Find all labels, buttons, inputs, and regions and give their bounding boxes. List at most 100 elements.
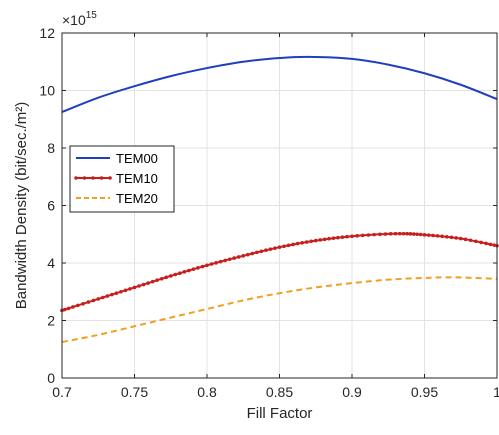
x-tick-label: 0.85 — [266, 384, 293, 400]
series-marker-tem10 — [468, 238, 473, 243]
series-marker-tem10 — [327, 236, 331, 241]
series-marker-tem10 — [132, 285, 137, 290]
series-marker-tem10 — [366, 233, 371, 237]
series-marker-tem10 — [236, 255, 241, 259]
series-marker-tem10 — [114, 291, 119, 295]
series-marker-tem10 — [137, 284, 141, 288]
series-marker-tem10 — [205, 263, 209, 268]
series-marker-tem10 — [454, 236, 458, 240]
series-line-tem20 — [61, 276, 498, 344]
x-tick-label: 0.9 — [342, 384, 362, 400]
series-marker-tem10 — [119, 289, 123, 294]
series-layer — [60, 55, 499, 344]
series-line-tem00 — [61, 55, 498, 113]
series-marker-tem10 — [110, 292, 114, 297]
series-marker-tem10 — [141, 282, 146, 287]
series-marker-tem10 — [214, 261, 218, 265]
series-marker-tem10 — [474, 239, 478, 244]
series-marker-tem10 — [105, 294, 110, 298]
series-marker-tem10 — [340, 235, 345, 239]
series-marker-tem10 — [182, 270, 187, 274]
legend-marker — [99, 176, 104, 180]
y-exponent-base: ×10 — [62, 12, 86, 28]
x-axis-ticks: 0.7 0.75 0.8 0.85 0.9 0.95 1 — [52, 33, 499, 400]
series-marker-tem10 — [264, 248, 268, 253]
series-marker-tem10 — [96, 297, 101, 301]
series-marker-tem10 — [241, 254, 246, 258]
series-marker-tem10 — [100, 295, 105, 300]
series-marker-tem10 — [178, 271, 182, 275]
series-marker-tem10 — [331, 236, 336, 240]
series-marker-tem10 — [397, 231, 402, 236]
series-marker-tem10 — [255, 250, 259, 255]
series-marker-tem10 — [479, 240, 483, 245]
series-marker-tem10 — [350, 234, 354, 239]
y-tick-label: 8 — [47, 140, 55, 156]
series-marker-tem10 — [173, 272, 178, 277]
legend: TEM00 TEM10 TEM20 — [69, 145, 175, 213]
legend-marker — [91, 176, 95, 180]
series-marker-tem10 — [415, 232, 419, 237]
series-marker-tem10 — [168, 274, 173, 278]
series-marker-tem10 — [277, 245, 282, 249]
series-marker-tem10 — [449, 235, 454, 240]
series-marker-tem10 — [463, 237, 468, 242]
series-marker-tem10 — [66, 306, 71, 311]
series-marker-tem10 — [345, 234, 349, 239]
x-tick-label: 1 — [493, 384, 499, 400]
series-marker-tem10 — [187, 268, 191, 273]
y-tick-label: 10 — [39, 83, 55, 99]
y-tick-label: 4 — [47, 255, 55, 271]
series-marker-tem10 — [155, 278, 159, 282]
x-tick-label: 0.8 — [197, 384, 217, 400]
series-marker-tem10 — [435, 234, 440, 238]
legend-marker — [74, 176, 78, 180]
series-marker-tem10 — [191, 267, 196, 271]
series-marker-tem10 — [91, 298, 96, 303]
series-marker-tem10 — [123, 288, 128, 293]
series-marker-tem10 — [295, 241, 300, 246]
y-tick-label: 2 — [47, 313, 55, 329]
series-marker-tem10 — [322, 237, 327, 242]
y-tick-label: 12 — [39, 25, 55, 41]
series-marker-tem10 — [250, 251, 255, 256]
series-marker-tem10 — [445, 234, 449, 239]
series-marker-tem10 — [159, 276, 164, 281]
x-axis-title: Fill Factor — [247, 405, 313, 422]
series-marker-tem10 — [360, 233, 365, 238]
series-marker-tem10 — [81, 301, 85, 306]
series-marker-tem10 — [418, 232, 423, 237]
series-marker-tem10 — [86, 300, 91, 304]
x-tick-label: 0.95 — [411, 384, 438, 400]
legend-marker — [82, 176, 87, 180]
series-marker-tem10 — [458, 236, 463, 241]
series-marker-tem10 — [492, 243, 497, 247]
series-marker-tem10 — [318, 238, 323, 242]
series-marker-tem10 — [408, 232, 413, 236]
series-marker-tem10 — [388, 232, 393, 236]
series-marker-tem10 — [223, 258, 227, 263]
series-marker-tem10 — [431, 233, 435, 238]
series-marker-tem10 — [372, 232, 377, 237]
series-marker-tem10 — [146, 281, 150, 285]
series-marker-tem10 — [62, 307, 67, 312]
series-marker-tem10 — [282, 244, 286, 249]
series-marker-tem10 — [393, 231, 398, 236]
series-marker-tem10 — [232, 256, 236, 260]
series-marker-tem10 — [209, 262, 214, 266]
series-marker-tem10 — [300, 240, 304, 245]
series-marker-tem10 — [196, 266, 200, 270]
y-axis-title: Bandwidth Density (bit/sec./m²) — [13, 102, 30, 310]
series-marker-tem10 — [200, 264, 205, 269]
series-marker-tem10 — [286, 243, 291, 248]
series-marker-tem10 — [488, 242, 493, 247]
y-axis-ticks: 0 2 4 6 8 10 12 — [39, 25, 497, 386]
series-marker-tem10 — [336, 235, 340, 240]
series-marker-tem10 — [309, 239, 314, 244]
y-tick-label: 6 — [47, 198, 55, 214]
y-exponent-label: ×1015 — [62, 10, 97, 28]
series-marker-tem10 — [71, 305, 75, 309]
series-marker-tem10 — [401, 231, 406, 236]
series-marker-tem10 — [484, 241, 488, 246]
